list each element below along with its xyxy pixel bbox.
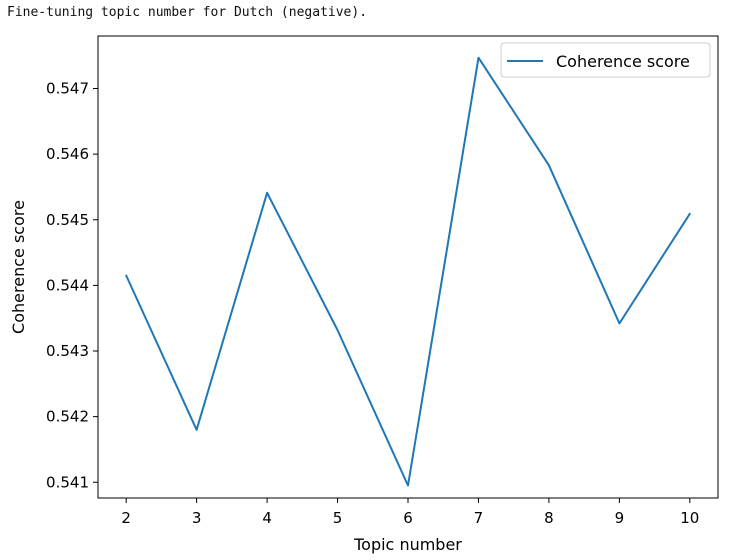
legend-label: Coherence score bbox=[556, 52, 690, 71]
series-layer bbox=[125, 56, 691, 487]
x-tick-label: 7 bbox=[474, 509, 484, 527]
x-axis: 2 3 4 5 6 7 8 9 10 bbox=[121, 498, 699, 527]
x-tick-label: 5 bbox=[333, 509, 343, 527]
x-tick-label: 9 bbox=[615, 509, 625, 527]
series-line-coherence-score bbox=[125, 56, 691, 487]
legend: Coherence score bbox=[500, 42, 711, 78]
x-tick-label: 4 bbox=[262, 509, 272, 527]
x-tick-label: 10 bbox=[680, 509, 699, 527]
x-tick-label: 8 bbox=[544, 509, 554, 527]
y-tick-label: 0.546 bbox=[46, 145, 89, 163]
y-tick-label: 0.542 bbox=[46, 408, 89, 426]
x-tick-label: 2 bbox=[121, 509, 131, 527]
y-axis-label: Coherence score bbox=[9, 200, 28, 334]
y-tick-label: 0.541 bbox=[46, 473, 89, 491]
y-tick-label: 0.547 bbox=[46, 80, 89, 98]
y-axis: 0.541 0.542 0.543 0.544 0.545 0.546 0.547 bbox=[46, 80, 98, 491]
legend-box bbox=[500, 42, 711, 78]
x-tick-label: 6 bbox=[403, 509, 413, 527]
plot-frame bbox=[97, 35, 719, 499]
y-tick-label: 0.543 bbox=[46, 342, 89, 360]
x-tick-label: 3 bbox=[192, 509, 202, 527]
notebook-output-text: Fine-tuning topic number for Dutch (nega… bbox=[7, 5, 368, 20]
y-tick-label: 0.544 bbox=[46, 276, 89, 294]
x-axis-label: Topic number bbox=[353, 535, 462, 554]
plot-area bbox=[98, 36, 718, 498]
y-tick-label: 0.545 bbox=[46, 211, 89, 229]
